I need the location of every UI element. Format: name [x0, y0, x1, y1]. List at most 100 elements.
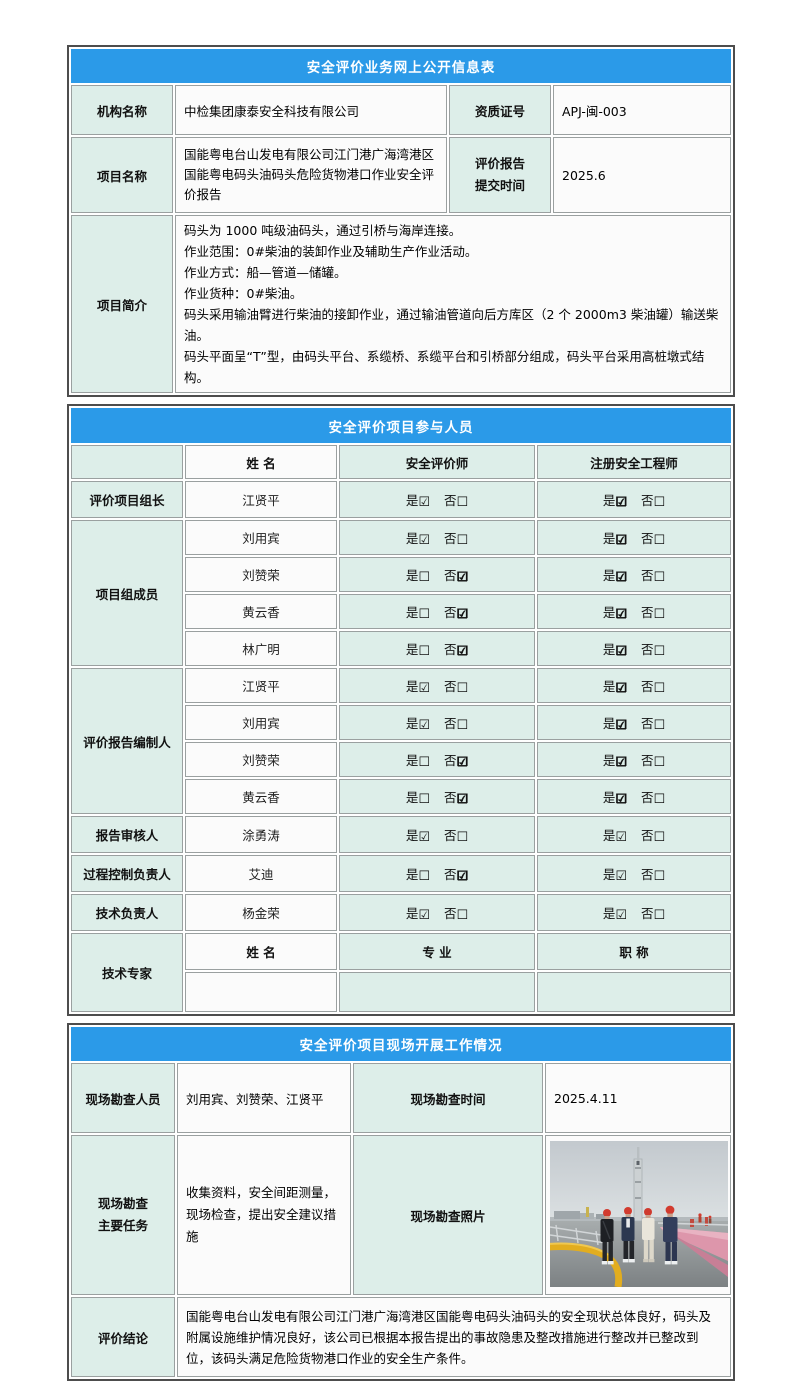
table-row: 评价项目组长 江贤平 是☑ 否☐ 是☑ 否☐ — [71, 481, 731, 518]
table-row: 评价结论 国能粤电台山发电有限公司江门港广海湾港区国能粤电码头油码头的安全现状总… — [71, 1297, 731, 1377]
engineer-checkbox: 是☑ 否☐ — [537, 855, 731, 892]
project-name-label: 项目名称 — [71, 137, 173, 213]
table-row: 项目名称 国能粤电台山发电有限公司江门港广海湾港区国能粤电码头油码头危险货物港口… — [71, 137, 731, 213]
person-name: 涂勇涛 — [185, 816, 337, 853]
person-name: 刘赞荣 — [185, 742, 337, 777]
table-row: 机构名称 中检集团康泰安全科技有限公司 资质证号 APJ-闽-003 — [71, 85, 731, 135]
expert-name-empty — [185, 972, 337, 1012]
table-row: 评价报告编制人 江贤平 是☑ 否☐ 是☑ 否☐ — [71, 668, 731, 814]
expert-col-title: 职 称 — [537, 933, 731, 970]
person-name: 刘用宾 — [185, 705, 337, 740]
survey-tasks-value: 收集资料，安全间距测量，现场检查，提出安全建议措施 — [177, 1135, 351, 1295]
role-technical-lead: 技术负责人 — [71, 894, 183, 931]
survey-tasks-label-line2: 主要任务 — [97, 1218, 148, 1233]
photo-distant-workers — [698, 1212, 712, 1223]
evaluator-checkbox: 是☑ 否☐ — [339, 668, 535, 703]
project-intro-label: 项目简介 — [71, 215, 173, 393]
participants-col-engineer: 注册安全工程师 — [537, 445, 731, 479]
intro-line: 作业方式：船—管道—储罐。 — [184, 265, 347, 280]
person-name: 黄云香 — [185, 594, 337, 629]
engineer-checkbox: 是☑ 否☐ — [537, 594, 731, 629]
role-report-writers: 评价报告编制人 — [71, 668, 183, 814]
org-name-value: 中检集团康泰安全科技有限公司 — [175, 85, 447, 135]
table-row — [71, 972, 731, 1012]
engineer-checkbox: 是☑ 否☐ — [537, 779, 731, 814]
survey-photo-label: 现场勘查照片 — [353, 1135, 543, 1295]
table-row: 过程控制负责人 艾迪 是☐ 否☑ 是☑ 否☐ — [71, 855, 731, 892]
role-technical-expert: 技术专家 — [71, 933, 183, 1012]
table-row: 安全评价项目参与人员 — [71, 408, 731, 443]
report-time-label-line1: 评价报告 — [474, 156, 525, 172]
engineer-checkbox: 是☑ 否☐ — [537, 894, 731, 931]
person-name: 杨金荣 — [185, 894, 337, 931]
role-process-control: 过程控制负责人 — [71, 855, 183, 892]
photo-railings — [549, 1221, 729, 1245]
table-row: 安全评价业务网上公开信息表 — [71, 49, 731, 83]
evaluator-checkbox: 是☑ 否☐ — [339, 520, 535, 555]
role-team-members: 项目组成员 — [71, 520, 183, 666]
engineer-checkbox: 是☑ 否☐ — [537, 705, 731, 740]
intro-line: 作业范围：0#柴油的装卸作业及辅助生产作业活动。 — [184, 244, 478, 259]
table-row: 黄云香 是☐ 否☑ 是☑ 否☐ — [71, 779, 731, 814]
conclusion-label: 评价结论 — [71, 1297, 175, 1377]
table-row: 林广明 是☐ 否☑ 是☑ 否☐ — [71, 631, 731, 666]
section-title-site-work: 安全评价项目现场开展工作情况 — [71, 1027, 731, 1061]
expert-col-name: 姓 名 — [185, 933, 337, 970]
evaluator-checkbox: 是☐ 否☑ — [339, 631, 535, 666]
participants-table: 安全评价项目参与人员 姓 名 安全评价师 注册安全工程师 评价项目组长 江贤平 … — [67, 404, 735, 1016]
survey-time-label: 现场勘查时间 — [353, 1063, 543, 1133]
role-team-leader: 评价项目组长 — [71, 481, 183, 518]
table-row: 现场勘查人员 刘用宾、刘赞荣、江贤平 现场勘查时间 2025.4.11 — [71, 1063, 731, 1133]
engineer-checkbox: 是☑ 否☐ — [537, 742, 731, 777]
survey-photo-cell — [545, 1135, 731, 1295]
evaluator-checkbox: 是☑ 否☐ — [339, 816, 535, 853]
evaluator-checkbox: 是☐ 否☑ — [339, 779, 535, 814]
evaluator-checkbox: 是☐ 否☑ — [339, 594, 535, 629]
intro-line: 码头为 1000 吨级油码头，通过引桥与海岸连接。 — [184, 223, 462, 238]
photo-tower — [633, 1146, 643, 1221]
cert-number-label: 资质证号 — [449, 85, 551, 135]
intro-line: 作业货种：0#柴油。 — [184, 286, 303, 301]
engineer-checkbox: 是☑ 否☐ — [537, 668, 731, 703]
intro-line: 码头平面呈“T”型，由码头平台、系缆桥、系缆平台和引桥部分组成，码头平台采用高桩… — [184, 349, 705, 385]
expert-title-empty — [537, 972, 731, 1012]
survey-tasks-label: 现场勘查 主要任务 — [71, 1135, 175, 1295]
table-row: 项目组成员 刘用宾 是☑ 否☐ 是☑ 否☐ — [71, 520, 731, 666]
person-name: 黄云香 — [185, 779, 337, 814]
evaluator-checkbox: 是☐ 否☑ — [339, 557, 535, 592]
evaluator-checkbox: 是☐ 否☑ — [339, 742, 535, 777]
survey-tasks-label-line1: 现场勘查 — [97, 1196, 148, 1212]
participants-col-blank — [71, 445, 183, 479]
engineer-checkbox: 是☑ 否☐ — [537, 631, 731, 666]
public-info-table: 安全评价业务网上公开信息表 机构名称 中检集团康泰安全科技有限公司 资质证号 A… — [67, 45, 735, 397]
table-row: 现场勘查 主要任务 收集资料，安全间距测量，现场检查，提出安全建议措施 现场勘查… — [71, 1135, 731, 1295]
evaluator-checkbox: 是☐ 否☑ — [339, 855, 535, 892]
person-name: 林广明 — [185, 631, 337, 666]
engineer-checkbox: 是☑ 否☐ — [537, 520, 731, 555]
surveyors-value: 刘用宾、刘赞荣、江贤平 — [177, 1063, 351, 1133]
person-name: 江贤平 — [185, 481, 337, 518]
table-header-row: 姓 名 安全评价师 注册安全工程师 — [71, 445, 731, 479]
surveyors-label: 现场勘查人员 — [71, 1063, 175, 1133]
intro-line: 码头采用输油臂进行柴油的接卸作业，通过输油管道向后方库区（2 个 2000m3 … — [184, 307, 719, 343]
evaluator-checkbox: 是☑ 否☐ — [339, 481, 535, 518]
person-name: 艾迪 — [185, 855, 337, 892]
survey-time-value: 2025.4.11 — [545, 1063, 731, 1133]
table-row: 项目简介 码头为 1000 吨级油码头，通过引桥与海岸连接。 作业范围：0#柴油… — [71, 215, 731, 393]
engineer-checkbox: 是☑ 否☐ — [537, 557, 731, 592]
table-row: 黄云香 是☐ 否☑ 是☑ 否☐ — [71, 594, 731, 629]
engineer-checkbox: 是☑ 否☐ — [537, 816, 731, 853]
report-time-label: 评价报告 提交时间 — [449, 137, 551, 213]
evaluator-checkbox: 是☑ 否☐ — [339, 894, 535, 931]
project-name-value: 国能粤电台山发电有限公司江门港广海湾港区国能粤电码头油码头危险货物港口作业安全评… — [175, 137, 447, 213]
expert-major-empty — [339, 972, 535, 1012]
table-row: 技术负责人 杨金荣 是☑ 否☐ 是☑ 否☐ — [71, 894, 731, 931]
table-row: 刘用宾 是☑ 否☐ 是☑ 否☐ — [71, 705, 731, 740]
table-row: 刘赞荣 是☐ 否☑ 是☑ 否☐ — [71, 557, 731, 592]
expert-col-major: 专 业 — [339, 933, 535, 970]
section-title-participants: 安全评价项目参与人员 — [71, 408, 731, 443]
org-name-label: 机构名称 — [71, 85, 173, 135]
report-time-label-line2: 提交时间 — [474, 178, 525, 193]
person-name: 江贤平 — [185, 668, 337, 703]
